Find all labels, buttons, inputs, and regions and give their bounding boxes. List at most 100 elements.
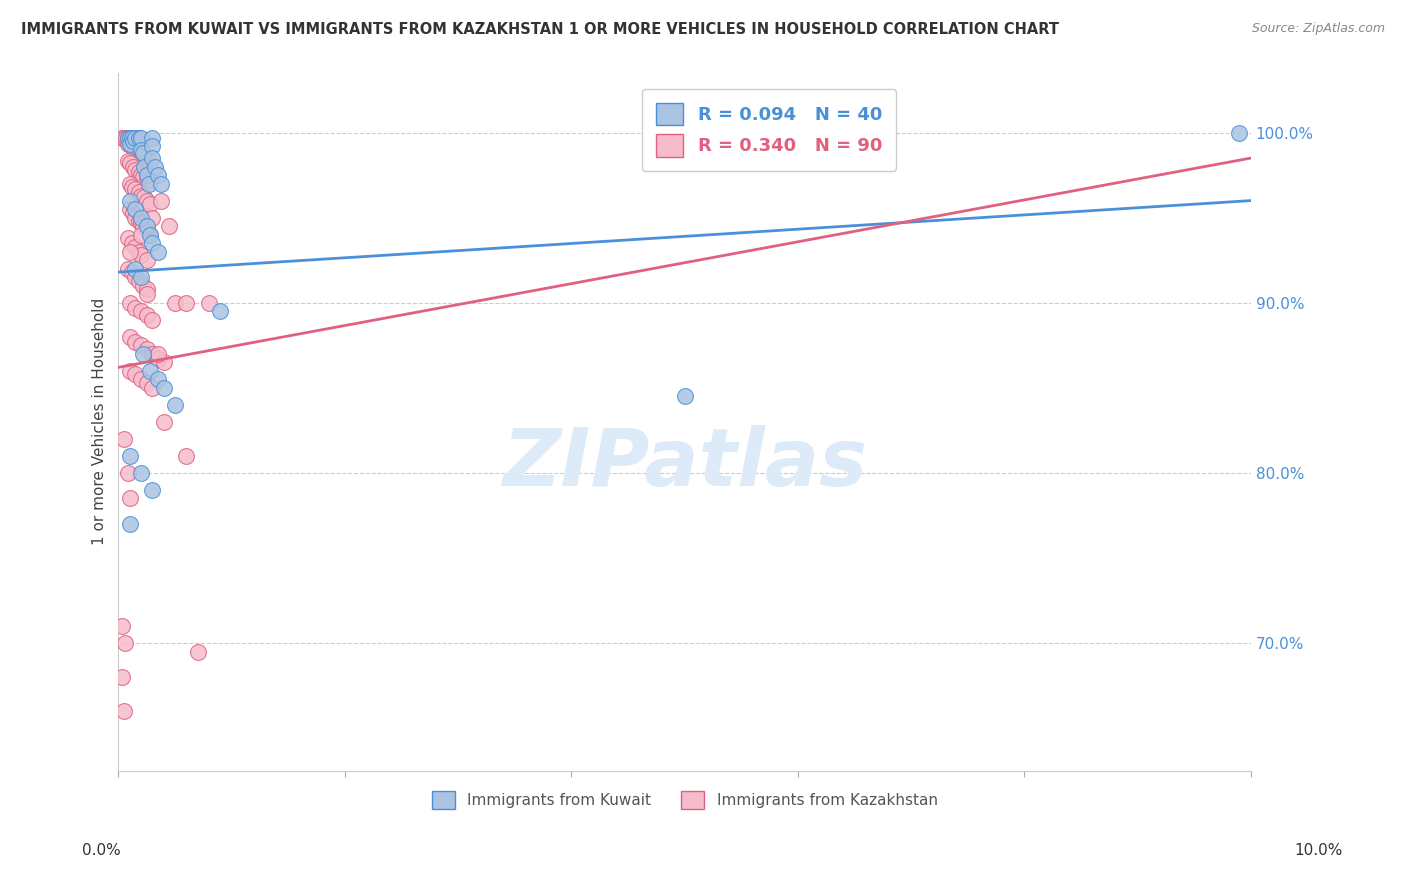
Point: [122, 134, 145, 148]
Point: [132, 219, 155, 234]
Point: [135, 376, 157, 390]
Point: [132, 169, 155, 184]
Point: [139, 173, 162, 187]
Point: [122, 130, 145, 145]
Point: [118, 130, 141, 145]
Text: IMMIGRANTS FROM KUWAIT VS IMMIGRANTS FROM KAZAKHSTAN 1 OR MORE VEHICLES IN HOUSE: IMMIGRANTS FROM KUWAIT VS IMMIGRANTS FRO…: [21, 22, 1059, 37]
Text: Source: ZipAtlas.com: Source: ZipAtlas.com: [1251, 22, 1385, 36]
Point: [121, 236, 143, 251]
Point: [129, 227, 152, 242]
Point: [135, 222, 157, 236]
Point: [124, 239, 146, 253]
Point: [118, 137, 141, 152]
Point: [134, 160, 156, 174]
Point: [141, 139, 163, 153]
Point: [124, 261, 146, 276]
Point: [111, 670, 134, 684]
Point: [146, 244, 169, 259]
Point: [129, 130, 152, 145]
Point: [139, 227, 162, 242]
Point: [118, 364, 141, 378]
Point: [118, 491, 141, 506]
Point: [124, 270, 146, 285]
Point: [129, 372, 152, 386]
Point: [129, 188, 152, 202]
Point: [117, 137, 139, 152]
Point: [141, 130, 163, 145]
Point: [118, 449, 141, 463]
Point: [152, 355, 174, 369]
Point: [135, 282, 157, 296]
Point: [121, 265, 143, 279]
Point: [132, 347, 155, 361]
Point: [128, 130, 150, 145]
Point: [135, 308, 157, 322]
Point: [150, 177, 173, 191]
Point: [114, 636, 136, 650]
Point: [165, 398, 187, 412]
Point: [146, 351, 169, 366]
Point: [118, 295, 141, 310]
Point: [118, 202, 141, 216]
Point: [124, 202, 146, 216]
Point: [176, 295, 198, 310]
Point: [121, 130, 143, 145]
Point: [135, 194, 157, 208]
Point: [128, 164, 150, 178]
Point: [129, 304, 152, 318]
Point: [152, 381, 174, 395]
Point: [1229, 126, 1251, 140]
Point: [129, 338, 152, 352]
Point: [141, 236, 163, 251]
Point: [141, 483, 163, 497]
Point: [124, 182, 146, 196]
Point: [135, 168, 157, 182]
Point: [128, 274, 150, 288]
Point: [135, 342, 157, 356]
Point: [124, 367, 146, 381]
Point: [111, 619, 134, 633]
Point: [157, 219, 180, 234]
Point: [111, 130, 134, 145]
Point: [118, 330, 141, 344]
Point: [124, 334, 146, 349]
Point: [118, 156, 141, 170]
Point: [141, 211, 163, 225]
Point: [128, 244, 150, 259]
Point: [129, 270, 152, 285]
Text: ZIPatlas: ZIPatlas: [502, 425, 868, 503]
Point: [139, 197, 162, 211]
Point: [135, 219, 157, 234]
Point: [118, 244, 141, 259]
Point: [124, 163, 146, 178]
Point: [135, 151, 157, 165]
Point: [117, 130, 139, 145]
Point: [124, 211, 146, 225]
Point: [141, 312, 163, 326]
Point: [117, 466, 139, 480]
Point: [141, 381, 163, 395]
Point: [209, 304, 232, 318]
Point: [135, 253, 157, 268]
Point: [139, 227, 162, 242]
Point: [122, 160, 145, 174]
Point: [129, 248, 152, 262]
Text: 0.0%: 0.0%: [82, 843, 121, 858]
Legend: Immigrants from Kuwait, Immigrants from Kazakhstan: Immigrants from Kuwait, Immigrants from …: [426, 784, 943, 815]
Point: [135, 171, 157, 186]
Point: [152, 415, 174, 429]
Point: [176, 449, 198, 463]
Point: [112, 130, 135, 145]
Point: [118, 137, 141, 152]
Point: [128, 214, 150, 228]
Point: [141, 151, 163, 165]
Point: [122, 205, 145, 219]
Point: [198, 295, 221, 310]
Point: [187, 644, 209, 658]
Point: [118, 516, 141, 531]
Point: [146, 347, 169, 361]
Point: [129, 143, 152, 157]
Point: [135, 287, 157, 301]
Point: [143, 160, 166, 174]
Point: [150, 194, 173, 208]
